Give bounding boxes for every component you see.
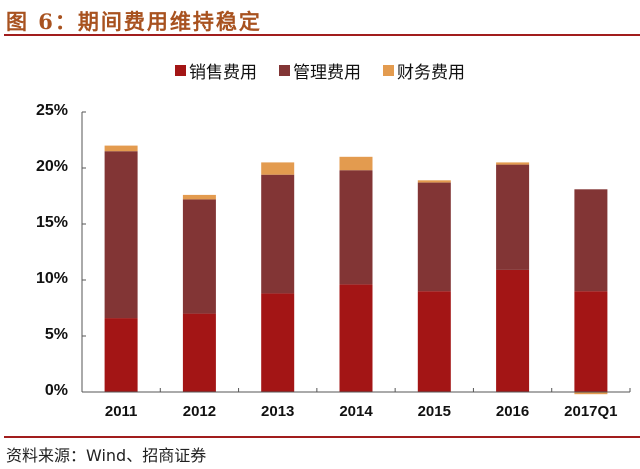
x-tick-label: 2016 <box>495 403 530 420</box>
x-tick-label: 2015 <box>417 403 451 420</box>
bar-segment-2016-1 <box>496 164 530 270</box>
y-tick-label: 20% <box>35 158 68 175</box>
x-tick-label: 2014 <box>339 403 373 420</box>
bar-segment-2012-0 <box>182 313 216 392</box>
bar-segment-2014-0 <box>339 284 373 392</box>
bar-segment-2017Q1-2 <box>574 392 608 395</box>
y-tick-label: 25% <box>35 102 68 119</box>
source-note: 资料来源：Wind、招商证券 <box>6 446 207 465</box>
bar-segment-2017Q1-1 <box>574 189 608 292</box>
bar-segment-2016-2 <box>496 162 530 165</box>
source-divider <box>4 436 640 438</box>
chart-legend: 销售费用 管理费用 财务费用 <box>0 58 640 83</box>
bar-segment-2016-0 <box>496 269 530 392</box>
legend-label-admin: 管理费用 <box>293 63 361 83</box>
y-tick-label: 10% <box>35 270 68 287</box>
bar-segment-2011-1 <box>104 151 138 319</box>
legend-label-finance: 财务费用 <box>397 63 465 83</box>
bar-segment-2015-2 <box>417 180 451 183</box>
bar-segment-2017Q1-0 <box>574 291 608 392</box>
figure-title: 图 6：期间费用维持稳定 <box>6 9 262 34</box>
y-tick-label: 0% <box>44 382 68 399</box>
bar-segment-2015-1 <box>417 182 451 292</box>
bar-segment-2012-2 <box>182 194 216 200</box>
legend-swatch-admin <box>279 65 290 76</box>
legend-item-finance: 财务费用 <box>383 58 465 83</box>
bar-segment-2011-0 <box>104 318 138 392</box>
bar-segment-2012-1 <box>182 199 216 314</box>
bar-segment-2014-1 <box>339 170 373 285</box>
bar-segment-2015-0 <box>417 291 451 392</box>
bar-segment-2013-1 <box>261 174 295 294</box>
bar-segment-2013-0 <box>261 293 295 392</box>
x-tick-label: 2011 <box>104 403 138 420</box>
x-tick-label: 2017Q1 <box>564 403 618 420</box>
bar-segment-2014-2 <box>339 156 373 171</box>
legend-item-sales: 销售费用 <box>175 58 257 83</box>
title-divider <box>4 34 640 36</box>
legend-swatch-finance <box>383 65 394 76</box>
x-tick-label: 2012 <box>182 403 217 420</box>
legend-item-admin: 管理费用 <box>279 58 361 83</box>
legend-label-sales: 销售费用 <box>189 63 257 83</box>
bar-segment-2011-2 <box>104 145 138 152</box>
bar-segment-2013-2 <box>261 162 295 175</box>
x-tick-label: 2013 <box>261 403 295 420</box>
y-tick-label: 15% <box>35 214 68 231</box>
legend-swatch-sales <box>175 65 186 76</box>
y-tick-label: 5% <box>44 326 68 343</box>
